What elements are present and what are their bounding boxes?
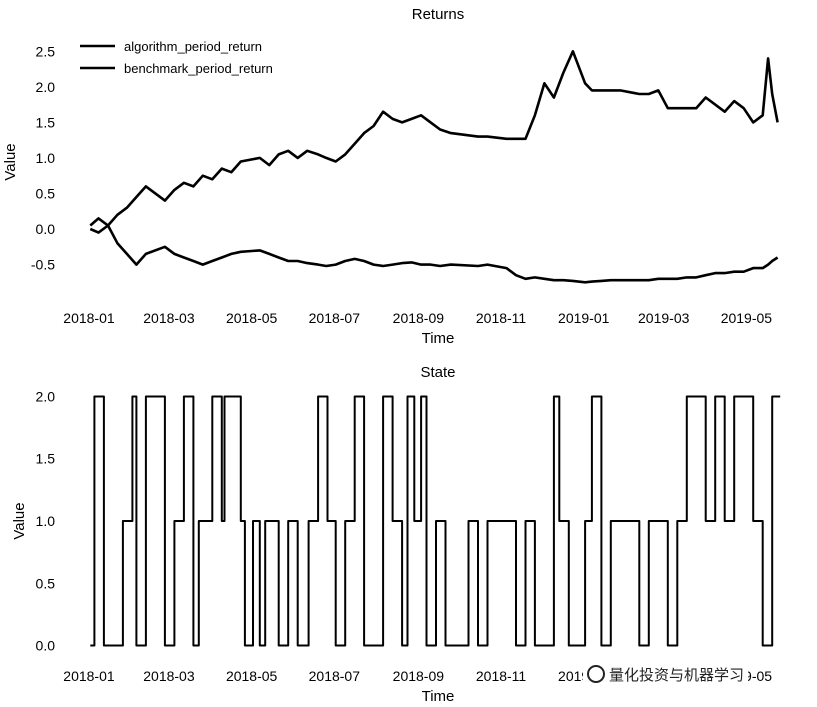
returns-x-tick-label: 2018-11 [476, 310, 527, 326]
state-y-tick-label: 0.5 [36, 575, 56, 591]
state-series-line-0 [90, 395, 781, 647]
returns-chart-title: Returns [412, 6, 465, 23]
returns-y-tick-label: 0.5 [36, 185, 56, 201]
returns-y-axis-label: Value [2, 143, 19, 180]
state-x-tick-label: 2018-11 [476, 668, 527, 684]
returns-y-tick-label: 2.5 [36, 43, 56, 59]
state-x-axis-label: Time [422, 688, 455, 705]
state-y-ticks: 0.0 0.5 1.0 1.5 2.0 [36, 388, 56, 653]
returns-x-tick-label: 2018-01 [63, 310, 115, 326]
state-x-tick-label: 2018-03 [143, 668, 195, 684]
returns-x-ticks: 2018-01 2018-03 2018-05 2018-07 2018-09 2018-… [63, 310, 772, 326]
returns-series-line-1 [89, 224, 779, 284]
state-x-tick-label: 2018-01 [63, 668, 115, 684]
legend-label-benchmark: benchmark_period_return [124, 61, 273, 76]
returns-y-tick-label: 1.0 [36, 150, 56, 166]
state-y-tick-label: 1.5 [36, 451, 56, 467]
returns-series-line-0 [89, 50, 779, 227]
wechat-icon [587, 665, 605, 683]
returns-x-axis-label: Time [422, 330, 455, 347]
returns-legend: algorithm_period_return benchmark_period… [80, 39, 273, 76]
returns-x-tick-label: 2018-03 [143, 310, 195, 326]
returns-y-ticks: -0.5 0.0 0.5 1.0 1.5 2.0 2.5 [31, 43, 55, 272]
returns-x-tick-label: 2018-07 [309, 310, 361, 326]
returns-series [89, 50, 779, 284]
state-x-tick-label: 2018-09 [393, 668, 445, 684]
returns-x-tick-label: 2018-09 [393, 310, 445, 326]
watermark: 量化投资与机器学习 [583, 662, 749, 687]
legend-label-algorithm: algorithm_period_return [124, 39, 262, 54]
state-series [90, 395, 781, 647]
returns-x-tick-label: 2018-05 [226, 310, 278, 326]
returns-y-tick-label: -0.5 [31, 257, 55, 273]
watermark-text: 量化投资与机器学习 [609, 667, 745, 684]
state-y-axis-label: Value [11, 502, 28, 539]
state-chart: State Value Time 0.0 0.5 1.0 1.5 2.0 2018-01… [11, 364, 781, 705]
state-x-tick-label: 2018-05 [226, 668, 278, 684]
returns-x-tick-label: 2019-01 [558, 310, 610, 326]
returns-x-tick-label: 2019-03 [638, 310, 690, 326]
returns-y-tick-label: 2.0 [36, 79, 56, 95]
returns-chart: Returns Value Time -0.5 0.0 0.5 1.0 1.5 2.0 2.… [2, 6, 779, 347]
state-y-tick-label: 0.0 [36, 638, 56, 654]
state-chart-title: State [420, 364, 455, 381]
returns-y-tick-label: 1.5 [36, 114, 56, 130]
state-x-tick-label: 2018-07 [309, 668, 361, 684]
returns-x-tick-label: 2019-05 [721, 310, 773, 326]
state-y-tick-label: 1.0 [36, 513, 56, 529]
state-y-tick-label: 2.0 [36, 388, 56, 404]
returns-y-tick-label: 0.0 [36, 221, 56, 237]
